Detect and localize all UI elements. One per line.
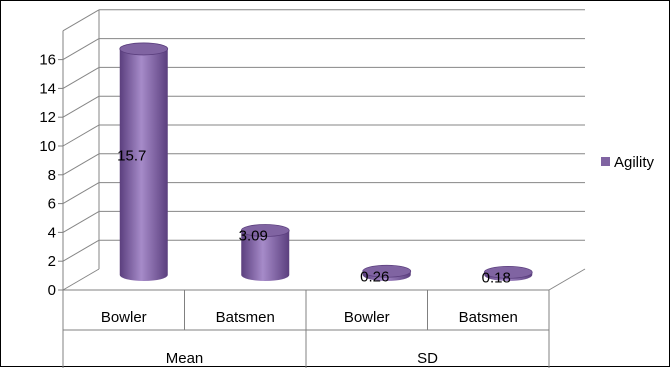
gridline-side [62,182,100,205]
y-tick-label: 6 [48,196,56,213]
gridline-side-top [62,9,100,32]
x-tick-label: Bowler [101,309,147,326]
data-label: 15.7 [117,148,146,165]
y-tick-label: 0 [48,282,56,299]
y-tick-label: 8 [48,167,56,184]
x-tick-label: Batsmen [459,309,518,326]
gridlines [62,9,586,291]
x-tick-label: Bowler [344,309,390,326]
data-label: 3.09 [239,228,268,245]
bar [240,224,290,281]
bar-body [119,48,168,281]
bars [119,42,533,281]
group-label: Mean [166,350,204,367]
bar [119,42,169,281]
data-label: 0.26 [360,268,389,285]
y-tick-label: 14 [39,80,56,97]
x-tick-label: Batsmen [216,309,275,326]
legend: Agility [601,154,655,171]
y-tick-label: 16 [39,52,56,69]
bar-top [362,264,412,278]
data-labels: 15.7 3.09 0.26 0.18 [117,148,511,287]
gridline-side [62,38,100,61]
bar [483,266,533,281]
gridline-side [62,124,100,147]
bar [362,264,412,281]
bar-top [483,266,533,279]
bar-top [119,42,169,56]
gridline-side [62,239,100,262]
bar-body [241,230,290,281]
y-tick-label: 12 [39,109,56,126]
bar-top [240,224,290,237]
gridline-side [62,66,100,89]
floor-edge [548,268,586,291]
group-label: SD [417,350,438,367]
legend-label-agility: Agility [614,154,655,171]
data-label: 0.18 [482,269,511,286]
axes: 0 2 4 6 8 10 12 14 16 Bowler Batsmen Bowler Batsmen M… [39,30,550,368]
gridline-side [62,268,100,291]
y-tick-label: 4 [48,224,56,241]
y-tick-label: 2 [48,253,56,270]
y-tick-label: 10 [39,138,56,155]
gridline-side [62,210,100,233]
gridline-side [62,95,100,118]
gridline-side [62,153,100,176]
legend-swatch [601,157,610,166]
